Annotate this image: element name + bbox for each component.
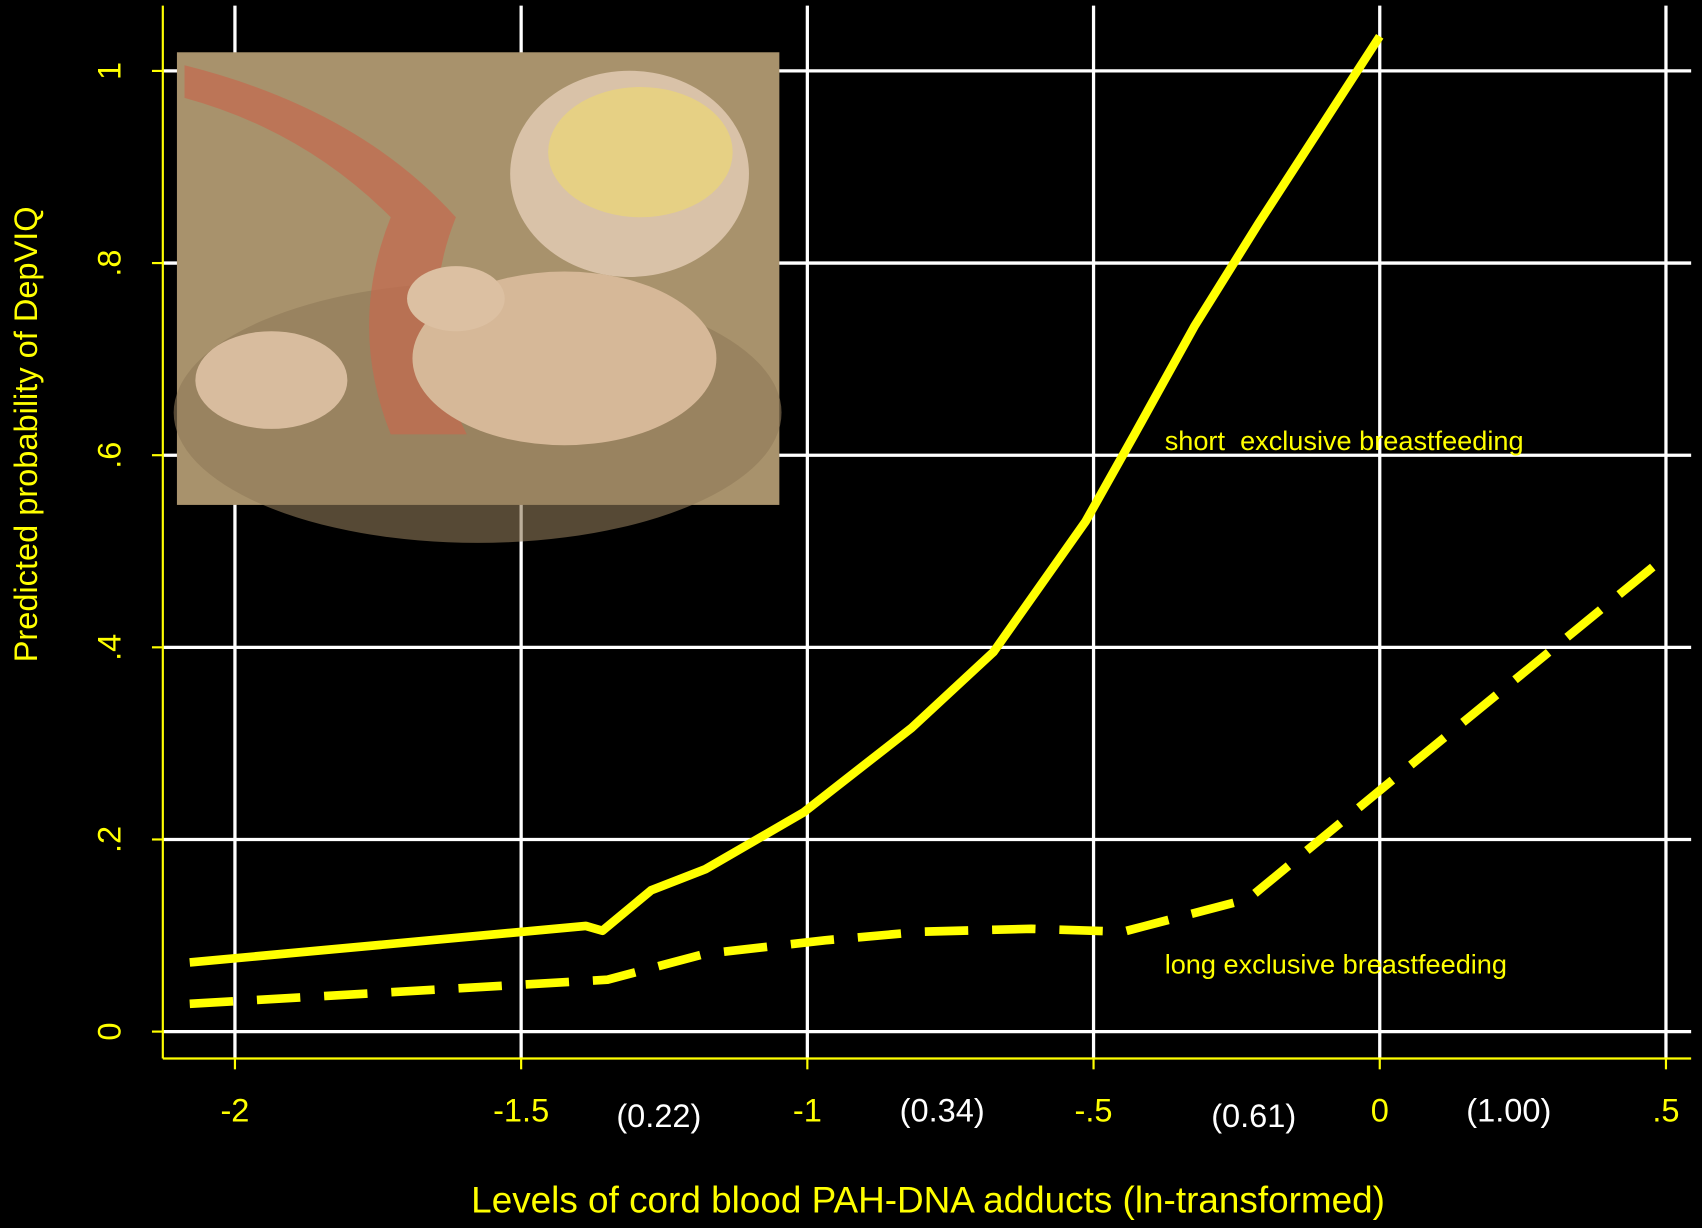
illustration-feet: [195, 331, 347, 429]
y-tick-label: .4: [91, 634, 127, 661]
inset-illustration: [174, 52, 782, 543]
illustration-brain: [548, 87, 733, 217]
x-tick-label: -2: [220, 1092, 249, 1128]
series-label: long exclusive breastfeeding: [1165, 948, 1507, 979]
x-tick-label: -1: [793, 1092, 822, 1128]
annotation: (0.22): [616, 1098, 701, 1134]
y-axis-title: Predicted probability of DepVIQ: [8, 206, 44, 662]
x-tick-label: .5: [1652, 1092, 1679, 1128]
y-tick-label: .2: [91, 826, 127, 853]
x-tick-label: -.5: [1075, 1092, 1113, 1128]
x-tick-label: 0: [1371, 1092, 1389, 1128]
annotation: (0.61): [1211, 1098, 1296, 1134]
illustration-hands: [407, 266, 505, 331]
y-tick-label: 1: [91, 62, 127, 80]
y-tick-label: .6: [91, 442, 127, 469]
annotation: (0.34): [900, 1092, 985, 1128]
page: {"chart_data": { "type": "line", "xlabel…: [0, 0, 1702, 1228]
y-tick-label: 0: [91, 1023, 127, 1041]
x-tick-label: -1.5: [493, 1092, 549, 1128]
annotation: (1.00): [1466, 1092, 1551, 1128]
chart: 0 .2 .4 .6 .8 1 -2 -1.5 -1 -.5 0 .5 (0.22) (0.34) (0.6…: [0, 0, 1702, 1228]
series-label: short exclusive breastfeeding: [1165, 425, 1524, 456]
y-tick-label: .8: [91, 249, 127, 276]
x-axis-title: Levels of cord blood PAH-DNA adducts (ln…: [471, 1180, 1385, 1221]
